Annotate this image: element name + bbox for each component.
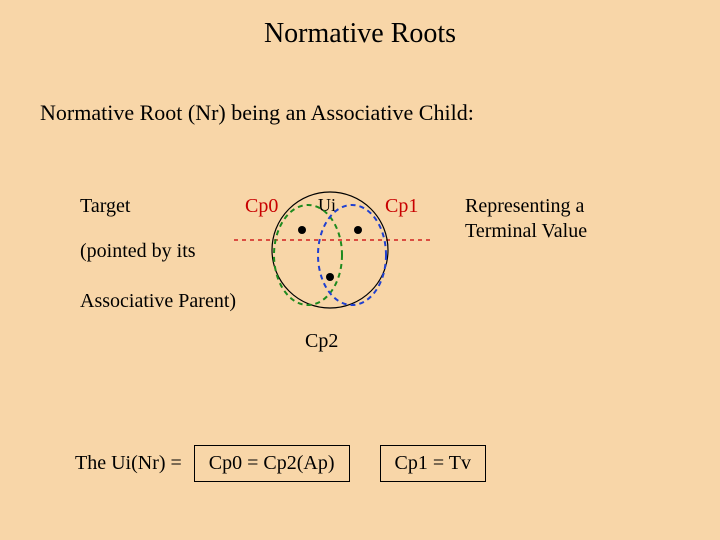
label-representing: Representing a — [465, 195, 584, 218]
equation-box-2: Cp1 = Tv — [380, 445, 486, 482]
label-terminal-value: Terminal Value — [465, 220, 587, 243]
label-target: Target — [80, 195, 130, 218]
diagram — [230, 185, 430, 325]
equation-box-1: Cp0 = Cp2(Ap) — [194, 445, 350, 482]
label-cp2: Cp2 — [305, 330, 338, 353]
equation-row: The Ui(Nr) = Cp0 = Cp2(Ap) Cp1 = Tv — [75, 445, 486, 482]
equation-lhs: The Ui(Nr) = — [75, 452, 182, 475]
subtitle: Normative Root (Nr) being an Associative… — [40, 100, 474, 126]
label-pointed-by: (pointed by its — [80, 240, 196, 263]
diagram-svg — [230, 185, 430, 325]
page-title: Normative Roots — [0, 18, 720, 50]
label-assoc-parent: Associative Parent) — [80, 290, 236, 313]
